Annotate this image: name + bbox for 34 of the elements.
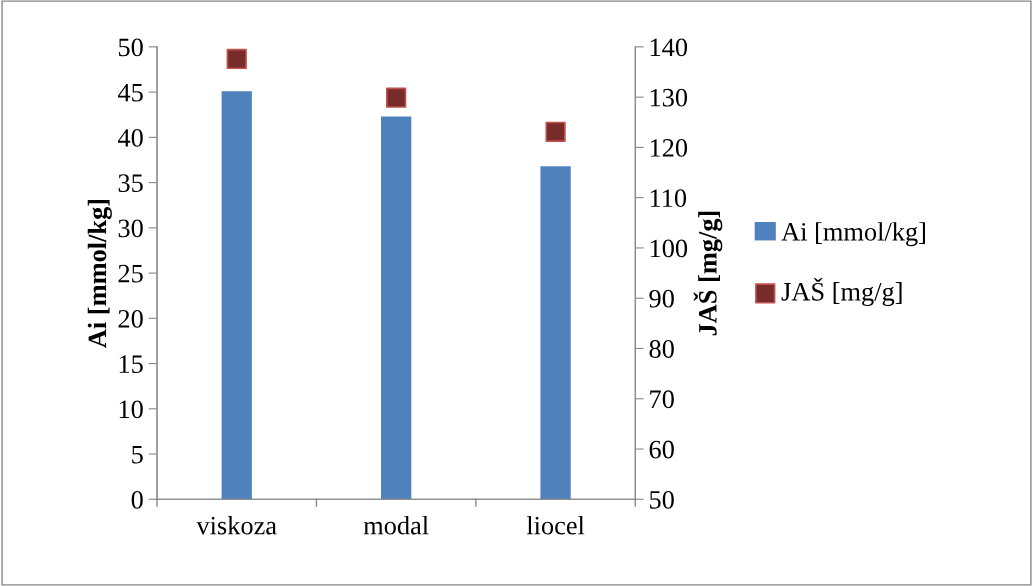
y2-tick-label: 100 (650, 239, 688, 258)
point (226, 48, 247, 70)
y2-tick-label: 110 (650, 189, 687, 208)
y-tick-label: 50 (118, 38, 143, 57)
y2-tick-label: 140 (650, 38, 688, 57)
y2-tick-label: 130 (650, 88, 688, 107)
y2-tick-label: 60 (649, 440, 674, 459)
y2-tick-label: 90 (649, 289, 674, 308)
y-tick-label: 30 (118, 219, 143, 238)
point (386, 87, 407, 108)
y-tick-label: 0 (131, 490, 143, 509)
y2-tick-label: 120 (650, 139, 688, 157)
y-tick-label: 5 (132, 445, 143, 464)
y-tick-label: 15 (119, 355, 143, 373)
x-tick-label: viskoza (196, 515, 277, 535)
y-axis-title: Ai [mmol/kg] (87, 199, 112, 348)
x-tick-label: modal (363, 515, 429, 535)
y2-tick-label: 70 (650, 390, 674, 409)
y-tick-label: 25 (118, 264, 143, 283)
point (545, 121, 566, 142)
y-tick-label: 40 (117, 128, 143, 147)
x-tick-label: liocel (526, 515, 585, 535)
bar (540, 166, 571, 500)
y2-tick-label: 80 (649, 340, 674, 358)
legend-label: Ai [mmol/kg] (781, 222, 925, 247)
y-tick-label: 10 (119, 400, 143, 419)
y2-tick-label: 50 (650, 490, 674, 509)
y-tick-label: 35 (118, 174, 143, 193)
bar (381, 116, 412, 500)
y-tick-label: 20 (118, 309, 143, 328)
bar (221, 91, 252, 500)
y2-axis-title: JAŠ [mg/g] (693, 211, 723, 336)
legend-label: JAŠ [mg/g] (781, 277, 902, 307)
y-tick-label: 45 (117, 83, 143, 102)
